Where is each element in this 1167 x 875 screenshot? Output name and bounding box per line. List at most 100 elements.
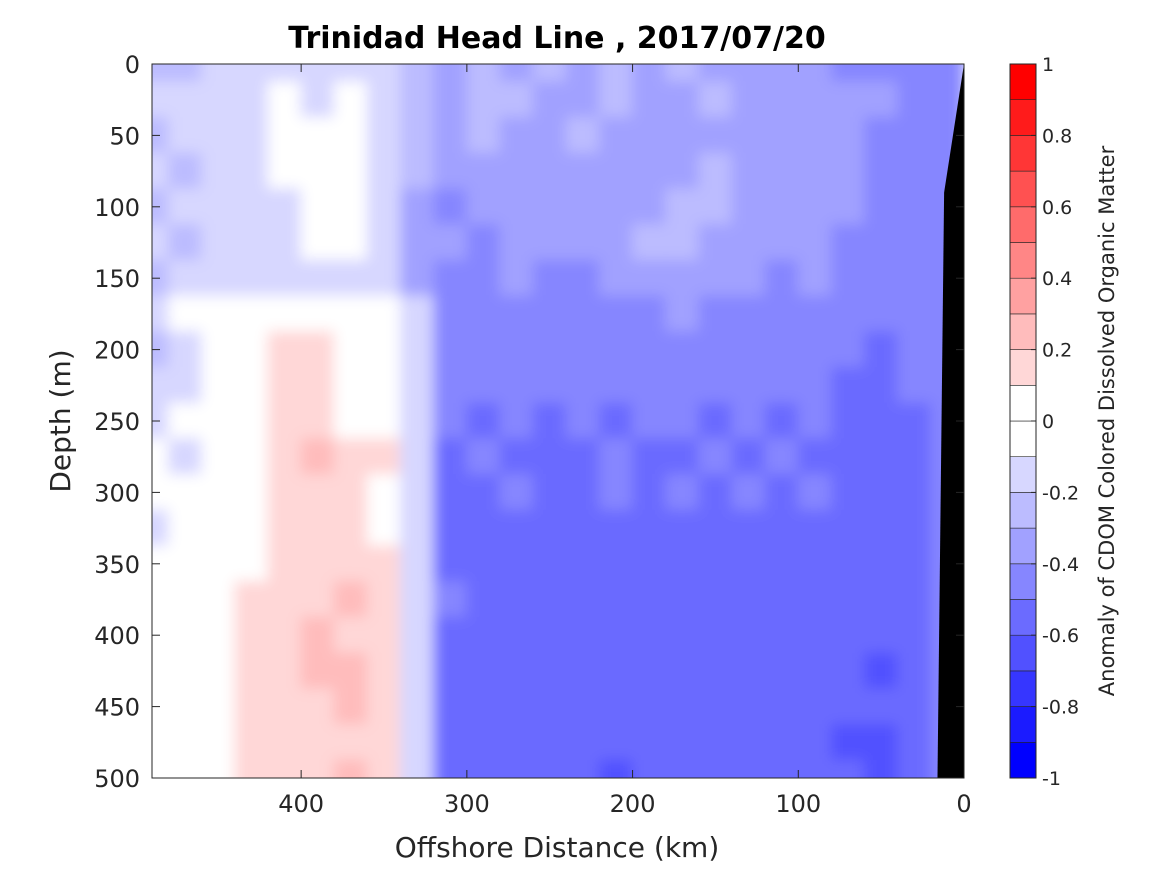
heatmap-cell: [267, 117, 302, 154]
heatmap-cell: [830, 117, 866, 154]
heatmap-cell: [333, 509, 368, 547]
heatmap-cell: [830, 224, 866, 261]
heatmap-cell: [665, 652, 700, 690]
y-axis: 0 50 100 150 200 250 300 350 400 450 500: [94, 51, 964, 793]
heatmap-cell: [201, 152, 236, 190]
y-tick-label: 500: [94, 765, 140, 793]
heatmap-cell: [632, 581, 667, 618]
heatmap-cell: [598, 295, 634, 333]
heatmap-cell: [466, 616, 501, 654]
heatmap-cell: [565, 616, 600, 654]
heatmap-cell: [152, 652, 170, 690]
heatmap-cell: [300, 259, 335, 297]
heatmap-cell: [499, 81, 534, 119]
heatmap-cell: [366, 688, 402, 725]
heatmap-cell: [152, 64, 170, 83]
heatmap-cell: [830, 295, 866, 333]
heatmap-cell: [168, 224, 203, 261]
heatmap-cell: [400, 366, 435, 404]
heatmap-cell: [864, 64, 899, 83]
heatmap-cell: [632, 616, 667, 654]
heatmap-cell: [532, 402, 567, 440]
heatmap-cell: [267, 759, 302, 778]
heatmap-cell: [698, 616, 733, 654]
x-tick-label: 200: [610, 790, 656, 818]
heatmap-cell: [366, 759, 402, 778]
heatmap-cell: [698, 723, 733, 761]
heatmap-cell: [234, 224, 269, 261]
heatmap-cell: [152, 188, 170, 226]
heatmap-cell: [433, 581, 468, 618]
x-axis: 400 300 200 100 0: [278, 64, 972, 818]
heatmap-cell: [532, 152, 567, 190]
heatmap-cell: [598, 366, 634, 404]
heatmap-cell: [433, 545, 468, 583]
heatmap-cell: [532, 295, 567, 333]
heatmap-cell: [665, 117, 700, 154]
heatmap-cell: [333, 759, 368, 778]
heatmap-cell: [532, 545, 567, 583]
heatmap-cell: [665, 759, 700, 778]
heatmap-cell: [764, 438, 799, 476]
heatmap-cell: [797, 402, 832, 440]
heatmap-cell: [466, 723, 501, 761]
heatmap-cell: [300, 438, 335, 476]
heatmap-cell: [499, 652, 534, 690]
heatmap-cell: [433, 331, 468, 368]
heatmap-cell: [201, 723, 236, 761]
colorbar-tick-label: -0.6: [1042, 625, 1079, 647]
heatmap-cell: [632, 81, 667, 119]
heatmap-cell: [168, 688, 203, 725]
heatmap-cell: [433, 152, 468, 190]
heatmap-cell: [333, 81, 368, 119]
heatmap-cell: [864, 295, 899, 333]
heatmap-cell: [665, 81, 700, 119]
heatmap-cell: [532, 366, 567, 404]
heatmap-cell: [201, 366, 236, 404]
heatmap-cell: [598, 152, 634, 190]
heatmap-cell: [366, 188, 402, 226]
heatmap-cell: [764, 545, 799, 583]
heatmap-cell: [234, 688, 269, 725]
heatmap-cell: [234, 759, 269, 778]
heatmap-cell: [366, 81, 402, 119]
heatmap-cell: [466, 474, 501, 511]
heatmap-cell: [731, 188, 766, 226]
heatmap-cell: [532, 81, 567, 119]
y-tick-label: 400: [94, 622, 140, 650]
y-tick-label: 50: [109, 122, 140, 150]
heatmap-cell: [764, 616, 799, 654]
x-tick-label: 300: [444, 790, 490, 818]
heatmap-cell: [565, 259, 600, 297]
heatmap-cell: [499, 509, 534, 547]
heatmap-cell: [267, 366, 302, 404]
heatmap-cell: [565, 366, 600, 404]
colorbar-swatch: [1009, 384, 1037, 422]
heatmap-cell: [797, 759, 832, 778]
heatmap-cell: [864, 438, 899, 476]
heatmap-cell: [267, 688, 302, 725]
heatmap-cell: [864, 723, 899, 761]
colorbar-tick-label: 0: [1042, 411, 1054, 433]
heatmap-cell: [267, 723, 302, 761]
heatmap-cell: [168, 259, 203, 297]
heatmap-cell: [698, 759, 733, 778]
heatmap-cell: [234, 152, 269, 190]
heatmap-cell: [267, 616, 302, 654]
colorbar-swatch: [1009, 349, 1037, 386]
heatmap-cell: [300, 616, 335, 654]
heatmap-cell: [433, 188, 468, 226]
heatmap-cell: [764, 152, 799, 190]
heatmap-cell: [731, 331, 766, 368]
heatmap-cell: [433, 259, 468, 297]
heatmap-cell: [731, 759, 766, 778]
heatmap-cell: [532, 581, 567, 618]
heatmap-cell: [333, 366, 368, 404]
heatmap-cell: [433, 438, 468, 476]
heatmap-cell: [764, 331, 799, 368]
heatmap-cell: [333, 64, 368, 83]
heatmap-cell: [864, 366, 899, 404]
heatmap-cell: [366, 438, 402, 476]
heatmap-cell: [267, 224, 302, 261]
heatmap-cell: [152, 117, 170, 154]
